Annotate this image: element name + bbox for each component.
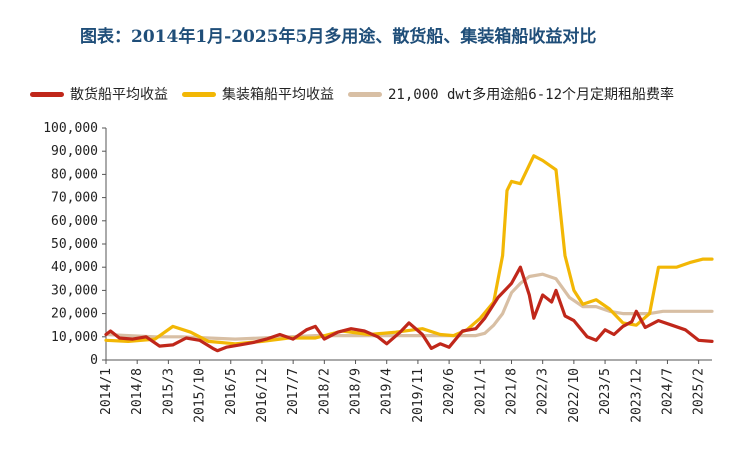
x-tick-label: 2022/3 — [536, 368, 551, 415]
x-tick-label: 2014/8 — [130, 368, 145, 415]
legend-item-container: 集装箱船平均收益 — [182, 84, 334, 104]
x-tick-label: 2019/11 — [411, 368, 426, 423]
y-tick-label: 60,000 — [51, 214, 98, 229]
series-line-bulk — [104, 265, 714, 353]
chart-legend: 散货船平均收益 集装箱船平均收益 21,000 dwt多用途船6-12个月定期租… — [30, 84, 688, 104]
x-tick-label: 2024/7 — [660, 368, 675, 415]
y-tick-label: 50,000 — [51, 237, 98, 252]
y-tick-label: 20,000 — [51, 307, 98, 322]
x-tick-label: 2023/5 — [598, 368, 613, 415]
x-tick-label: 2016/12 — [255, 368, 270, 423]
y-tick-label: 100,000 — [43, 121, 98, 136]
y-tick-label: 90,000 — [51, 144, 98, 159]
chart-series-lines — [104, 154, 714, 353]
x-tick-label: 2022/10 — [567, 368, 582, 423]
legend-swatch-bulk — [30, 91, 64, 97]
legend-swatch-container — [182, 91, 216, 97]
legend-item-bulk: 散货船平均收益 — [30, 84, 168, 104]
x-tick-label: 2021/8 — [504, 368, 519, 415]
x-tick-label: 2018/9 — [349, 368, 364, 415]
x-tick-label: 2017/7 — [286, 368, 301, 415]
x-tick-label: 2015/3 — [161, 368, 176, 415]
legend-swatch-multipurpose — [348, 91, 382, 97]
x-tick-label: 2019/4 — [380, 368, 395, 415]
legend-label-multipurpose: 21,000 dwt多用途船6-12个月定期租船费率 — [388, 87, 675, 103]
legend-item-multipurpose: 21,000 dwt多用途船6-12个月定期租船费率 — [348, 84, 674, 104]
x-tick-label: 2015/10 — [193, 368, 208, 423]
x-tick-label: 2016/5 — [224, 368, 239, 415]
y-tick-label: 30,000 — [51, 283, 98, 298]
x-tick-label: 2021/1 — [473, 368, 488, 415]
x-tick-label: 2025/2 — [692, 368, 707, 415]
series-line-multipurpose — [104, 272, 714, 341]
x-tick-label: 2014/1 — [99, 368, 114, 415]
y-tick-label: 10,000 — [51, 330, 98, 345]
y-tick-label: 40,000 — [51, 260, 98, 275]
legend-label-container: 集装箱船平均收益 — [222, 87, 334, 103]
page-title: 图表：2014年1月-2025年5月多用途、散货船、集装箱船收益对比 — [80, 27, 597, 47]
y-tick-label: 70,000 — [51, 191, 98, 206]
x-tick-label: 2023/12 — [629, 368, 644, 423]
x-tick-label: 2020/6 — [442, 368, 457, 415]
y-tick-label: 0 — [90, 353, 98, 368]
chart-axes: 0 10,000 20,000 30,000 40,000 50,000 60,000 70,… — [43, 121, 712, 423]
legend-label-bulk: 散货船平均收益 — [70, 87, 168, 103]
y-tick-label: 80,000 — [51, 167, 98, 182]
x-tick-label: 2018/2 — [317, 368, 332, 415]
series-line-container — [104, 154, 714, 346]
